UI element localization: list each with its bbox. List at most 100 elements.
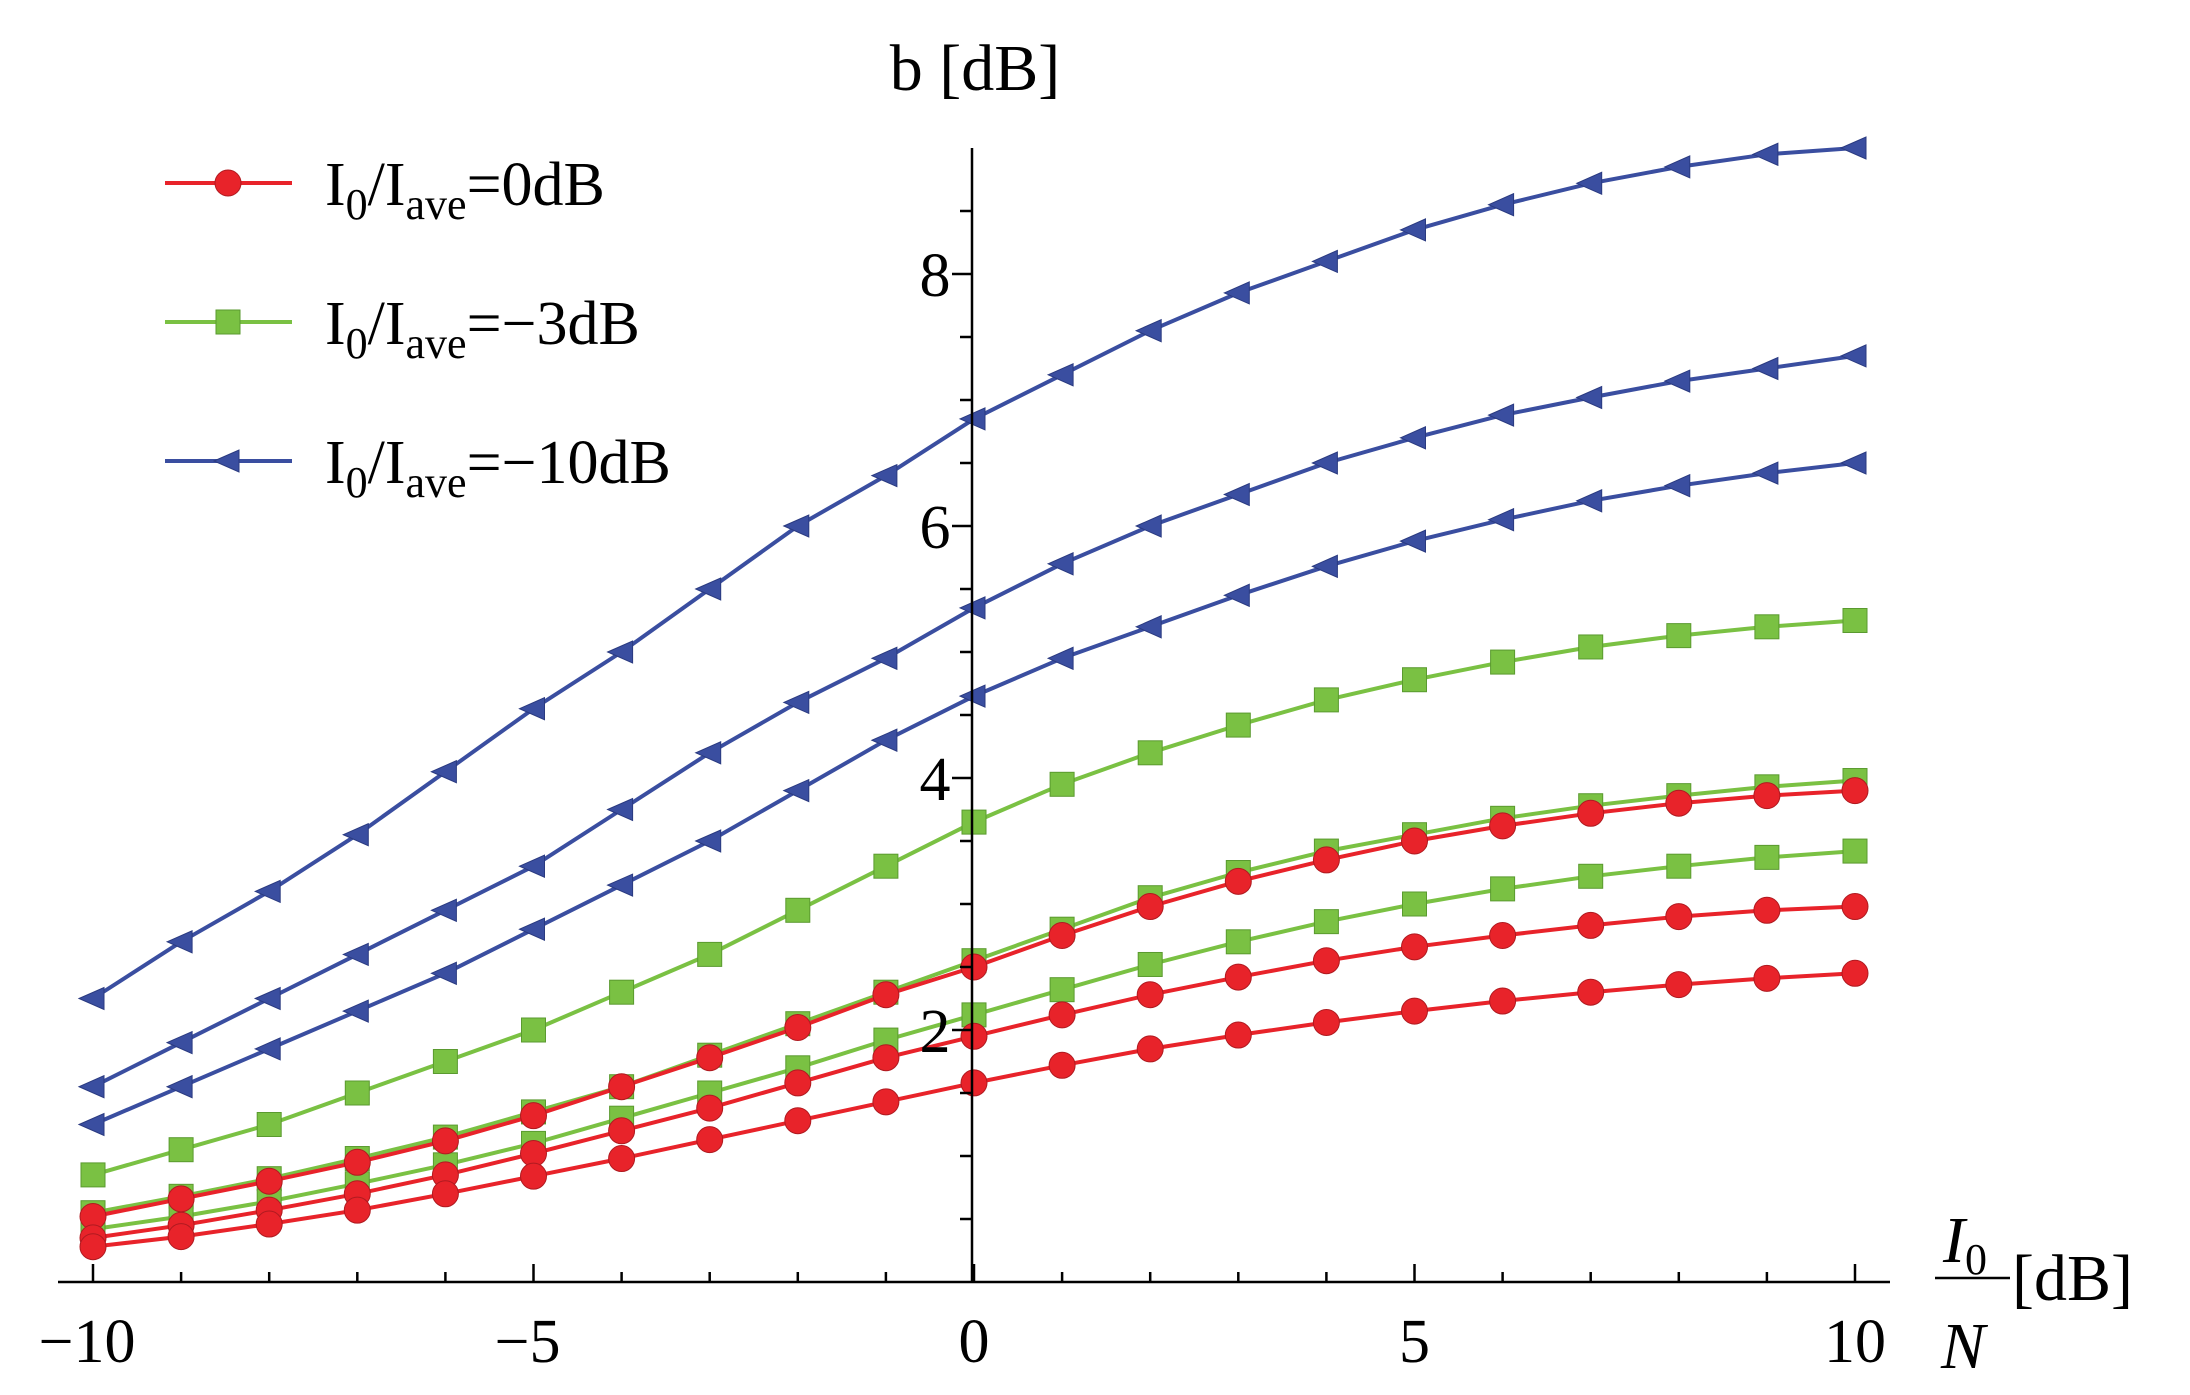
x-axis-title-numerator: I0 [1942, 1204, 1987, 1284]
data-point [1224, 963, 1252, 991]
data-point [1489, 987, 1517, 1015]
data-point [1224, 867, 1252, 895]
series-red-1 [79, 777, 1869, 1230]
data-point [77, 1074, 105, 1099]
data-point [960, 1022, 988, 1050]
data-point [784, 1069, 812, 1097]
data-point [1753, 782, 1781, 810]
y-tick-label: 6 [920, 494, 951, 562]
x-tick-label: −10 [39, 1308, 136, 1376]
data-point [520, 1139, 547, 1167]
data-point [1136, 1035, 1164, 1063]
data-point [1401, 827, 1428, 855]
data-point [431, 1180, 459, 1208]
data-point [1663, 369, 1691, 393]
data-point [518, 696, 545, 721]
data-point [1402, 667, 1427, 693]
data-point [1839, 344, 1867, 368]
data-point [1311, 554, 1338, 579]
data-point [1577, 978, 1605, 1006]
series-layer [77, 136, 1869, 1261]
data-point [1049, 977, 1075, 1003]
legend-label: I0/Iave=0dB [325, 151, 605, 229]
data-point [1136, 893, 1164, 921]
data-point [1842, 838, 1868, 864]
data-point [1399, 529, 1426, 553]
series-red-2 [79, 893, 1869, 1252]
data-point [1577, 911, 1605, 939]
data-point [697, 941, 723, 967]
data-point [344, 1080, 370, 1106]
data-point [1751, 356, 1779, 381]
data-point [1136, 981, 1164, 1009]
y-tick-label: 8 [920, 242, 951, 310]
data-point [253, 1037, 281, 1061]
data-point [518, 917, 545, 941]
data-point [518, 854, 545, 878]
data-point [782, 690, 810, 715]
data-point [165, 1030, 193, 1055]
data-point [1663, 155, 1691, 179]
data-point [1666, 853, 1692, 879]
legend-entry: I0/Iave=−10dB [165, 429, 671, 507]
axes-layer: −10 −5 0 5 10 2 4 6 8 [39, 148, 1890, 1376]
data-point [1048, 1051, 1076, 1079]
data-point [1663, 473, 1691, 498]
data-point [1312, 947, 1340, 975]
series-blue-2 [77, 344, 1867, 1099]
data-point [694, 829, 722, 853]
data-point [1841, 777, 1869, 805]
data-point [694, 577, 722, 601]
data-point [1312, 846, 1340, 874]
data-point [1578, 634, 1604, 660]
data-point [80, 1162, 106, 1188]
data-point [608, 1073, 636, 1101]
data-point [961, 809, 987, 835]
data-point [343, 1148, 371, 1176]
data-point [872, 981, 900, 1009]
data-point [1223, 482, 1250, 507]
data-point [1401, 997, 1428, 1025]
data-point [784, 1013, 812, 1041]
data-point [79, 1233, 107, 1261]
data-point [1490, 876, 1516, 902]
data-point [694, 741, 722, 765]
data-point [696, 1094, 724, 1122]
legend-entry: I0/Iave=0dB [165, 151, 605, 229]
data-point [606, 797, 634, 822]
data-point [1487, 507, 1515, 532]
data-point [1839, 451, 1867, 475]
legend-label: I0/Iave=−3dB [325, 290, 640, 368]
data-point [873, 853, 899, 879]
data-point [1575, 385, 1603, 410]
data-point [1665, 903, 1693, 931]
data-point [1842, 608, 1868, 633]
data-point [1046, 363, 1074, 387]
data-point [1399, 218, 1426, 242]
data-point [1487, 403, 1515, 427]
legend-label: I0/Iave=−10dB [325, 429, 671, 507]
data-point [1224, 1021, 1252, 1049]
data-point [870, 646, 898, 671]
data-point [1665, 789, 1693, 817]
data-point [1225, 929, 1251, 955]
data-point [1311, 451, 1338, 475]
data-point [1575, 489, 1603, 513]
data-point [606, 873, 634, 897]
data-point [165, 1074, 193, 1099]
data-point [1666, 623, 1692, 649]
data-point [342, 999, 369, 1023]
data-point [1575, 171, 1603, 196]
x-axis-title: I0 N [dB] [1935, 1204, 2133, 1383]
data-point [1313, 687, 1339, 713]
data-point [1665, 971, 1693, 999]
data-point [342, 822, 369, 847]
data-point [1753, 964, 1781, 992]
data-point [1751, 142, 1779, 167]
data-point [430, 898, 457, 923]
data-point [342, 942, 369, 967]
data-point [1223, 281, 1250, 305]
data-point [870, 463, 898, 488]
data-point [1137, 740, 1163, 766]
